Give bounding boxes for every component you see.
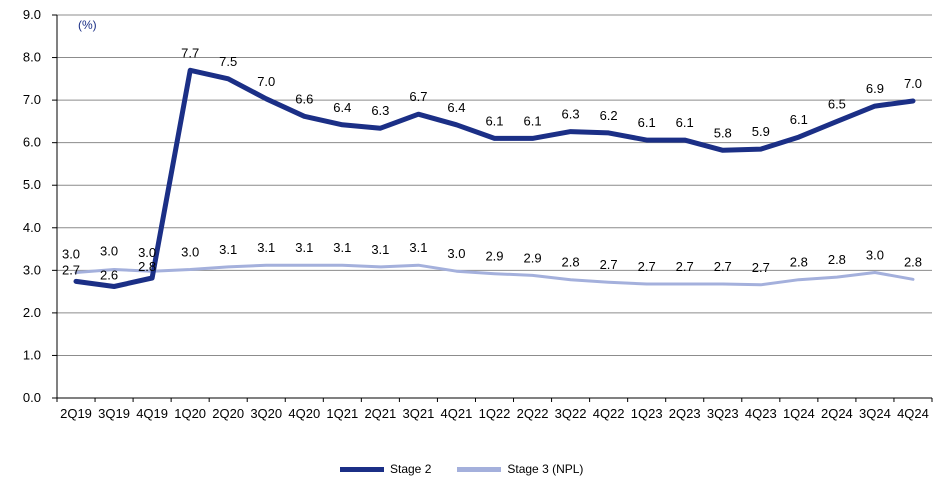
data-label-stage2: 6.1: [638, 115, 656, 130]
data-label-stage2: 6.1: [790, 112, 808, 127]
legend: Stage 2 Stage 3 (NPL): [340, 462, 583, 476]
x-axis-ticks: 2Q19 3Q19 4Q19 1Q20 2Q20 3Q20 4Q20 1Q21 2Q21 3Q21…: [56, 398, 933, 421]
data-label-stage3: 3.0: [100, 243, 118, 258]
data-label-stage2: 7.0: [257, 74, 275, 89]
data-label-stage2: 6.3: [562, 107, 580, 122]
x-tick-label: 4Q22: [593, 406, 625, 421]
data-label-stage2: 5.8: [714, 125, 732, 140]
data-label-stage2: 7.0: [904, 76, 922, 91]
x-tick-label: 1Q23: [631, 406, 663, 421]
data-label-stage3: 2.7: [714, 259, 732, 274]
data-label-stage3: 2.8: [562, 255, 580, 270]
x-tick-label: 4Q20: [288, 406, 320, 421]
data-label-stage3: 3.1: [333, 240, 351, 255]
data-label-stage2: 6.1: [524, 113, 542, 128]
x-tick-label: 3Q19: [98, 406, 130, 421]
y-tick-label: 2.0: [23, 305, 41, 320]
data-label-stage3: 2.9: [524, 250, 542, 265]
data-label-stage2: 6.3: [371, 103, 389, 118]
data-label-stage2: 6.5: [828, 96, 846, 111]
x-tick-label: 3Q20: [250, 406, 282, 421]
y-tick-label: 6.0: [23, 135, 41, 150]
legend-swatch-stage2: [340, 466, 384, 472]
data-label-stage3: 3.1: [295, 240, 313, 255]
y-axis-ticks: 0.0 1.0 2.0 3.0 4.0 5.0 6.0 7.0 8.0 9.0: [23, 7, 57, 405]
unit-label: (%): [78, 18, 97, 32]
data-label-stage3: 3.1: [257, 240, 275, 255]
data-label-stage2: 6.1: [485, 113, 503, 128]
x-tick-label: 1Q21: [326, 406, 358, 421]
data-label-stage2: 6.6: [295, 91, 313, 106]
series-line-stage2: [73, 67, 916, 289]
data-labels: 2.7 2.6 2.8 7.7 7.5 7.0 6.6 6.4 6.3 6.7 6.4 6.1 6.1 6…: [62, 45, 922, 282]
x-tick-label: 2Q24: [821, 406, 853, 421]
data-label-stage3: 3.1: [219, 242, 237, 257]
data-label-stage3: 2.7: [752, 260, 770, 275]
axes: [56, 15, 932, 399]
x-tick-label: 2Q19: [60, 406, 92, 421]
y-tick-label: 8.0: [23, 50, 41, 65]
data-label-stage3: 2.9: [485, 249, 503, 264]
x-tick-label: 1Q22: [479, 406, 511, 421]
x-tick-label: 2Q23: [669, 406, 701, 421]
data-label-stage3: 2.8: [904, 254, 922, 269]
series-line-stage3: [74, 263, 915, 287]
y-tick-label: 3.0: [23, 262, 41, 277]
x-tick-label: 2Q20: [212, 406, 244, 421]
legend-item-stage2: Stage 2: [340, 462, 431, 476]
data-label-stage3: 3.0: [138, 245, 156, 260]
x-tick-label: 4Q21: [441, 406, 473, 421]
data-label-stage3: 3.0: [866, 247, 884, 262]
x-tick-label: 4Q24: [897, 406, 929, 421]
legend-label-stage2: Stage 2: [390, 462, 432, 476]
data-label-stage3: 2.7: [676, 259, 694, 274]
data-label-stage2: 7.7: [181, 45, 199, 60]
x-tick-label: 3Q23: [707, 406, 739, 421]
legend-label-stage3: Stage 3 (NPL): [507, 462, 584, 476]
data-label-stage2: 6.9: [866, 81, 884, 96]
legend-item-stage3: Stage 3 (NPL): [457, 462, 583, 476]
data-label-stage2: 6.2: [600, 108, 618, 123]
data-label-stage2: 2.6: [100, 268, 118, 283]
data-label-stage3: 3.1: [409, 240, 427, 255]
series-lines: [73, 67, 916, 289]
data-label-stage2: 5.9: [752, 124, 770, 139]
data-label-stage2: 6.4: [333, 100, 351, 115]
y-tick-label: 5.0: [23, 177, 41, 192]
y-tick-label: 1.0: [23, 347, 41, 362]
data-label-stage2: 7.5: [219, 54, 237, 69]
data-label-stage3: 3.0: [181, 244, 199, 259]
x-tick-label: 4Q19: [136, 406, 168, 421]
data-label-stage3: 2.7: [638, 259, 656, 274]
x-tick-label: 2Q22: [517, 406, 549, 421]
data-label-stage2: 6.1: [676, 115, 694, 130]
data-label-stage2: 2.8: [138, 259, 156, 274]
x-tick-label: 3Q24: [859, 406, 891, 421]
gridlines: [57, 14, 932, 356]
x-tick-label: 2Q21: [364, 406, 396, 421]
line-chart: 0.0 1.0 2.0 3.0 4.0 5.0 6.0 7.0 8.0 9.0 2Q19 3Q19 4…: [23, 7, 933, 421]
data-label-stage3: 2.8: [828, 252, 846, 267]
data-label-stage3: 3.0: [62, 246, 80, 261]
x-tick-label: 4Q23: [745, 406, 777, 421]
y-tick-label: 0.0: [23, 390, 41, 405]
x-tick-label: 3Q22: [555, 406, 587, 421]
data-label-stage3: 2.7: [600, 257, 618, 272]
y-tick-label: 4.0: [23, 220, 41, 235]
data-label-stage2: 2.7: [62, 262, 80, 277]
data-label-stage3: 3.0: [447, 246, 465, 261]
data-label-stage3: 3.1: [371, 242, 389, 257]
y-tick-label: 9.0: [23, 7, 41, 22]
data-label-stage3: 2.8: [790, 255, 808, 270]
data-label-stage2: 6.7: [409, 89, 427, 104]
x-tick-label: 1Q20: [174, 406, 206, 421]
x-tick-label: 3Q21: [403, 406, 435, 421]
legend-swatch-stage3: [457, 466, 502, 472]
x-tick-label: 1Q24: [783, 406, 815, 421]
data-label-stage2: 6.4: [447, 100, 465, 115]
y-tick-label: 7.0: [23, 92, 41, 107]
